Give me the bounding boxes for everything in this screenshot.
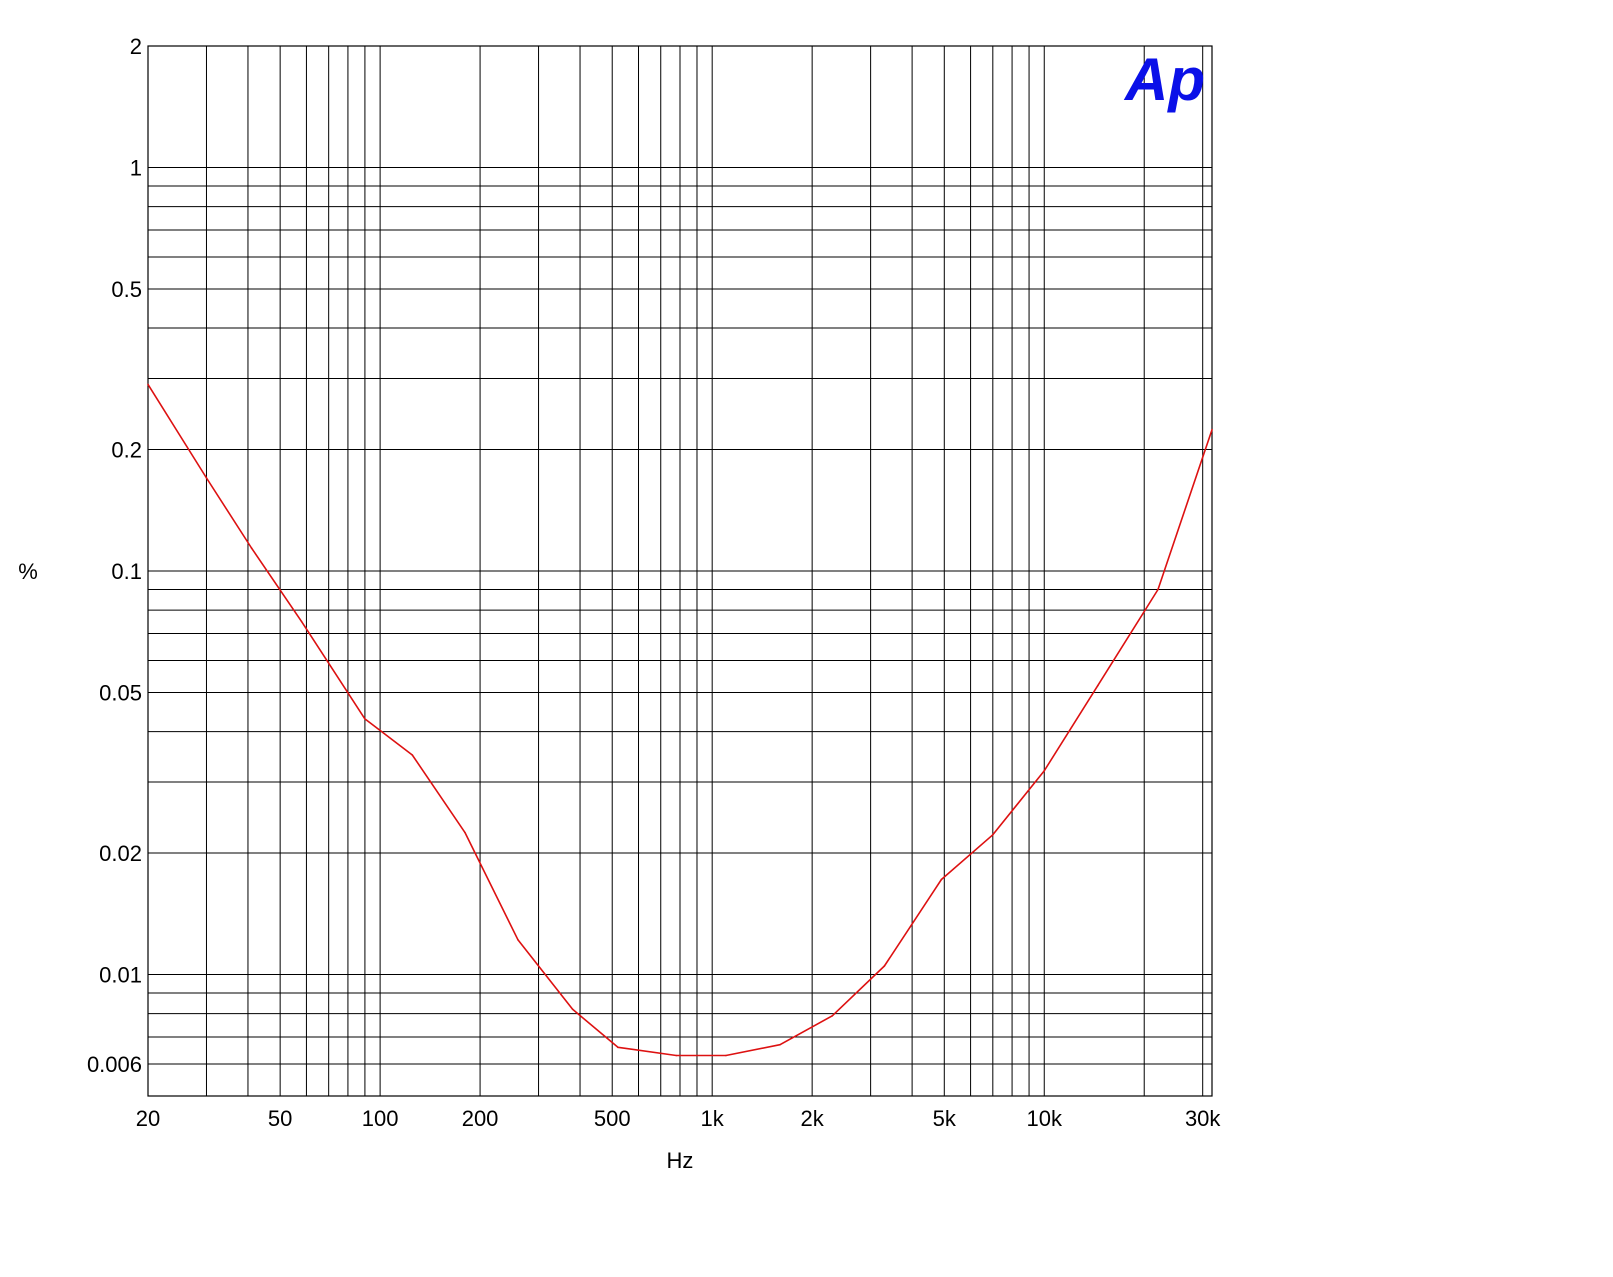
data-point [1157, 588, 1159, 591]
y-tick-label: 0.02 [99, 841, 142, 866]
data-point [940, 878, 943, 881]
y-gridlines [148, 45, 1212, 1065]
y-tick-label: 0.2 [111, 438, 142, 463]
data-point [617, 1046, 619, 1049]
data-point [364, 718, 366, 720]
data-point [205, 477, 208, 479]
x-tick-label: 500 [594, 1106, 631, 1131]
data-point [300, 620, 303, 623]
x-tick-label: 200 [462, 1106, 499, 1131]
data-point [147, 383, 149, 386]
data-point [571, 1008, 574, 1011]
x-tick-label: 30k [1185, 1106, 1221, 1131]
data-point [675, 1054, 678, 1057]
data-point [1043, 769, 1046, 772]
y-tick-label: 0.01 [99, 963, 142, 988]
ap-logo: Ap [1123, 46, 1205, 113]
data-point [464, 831, 466, 834]
data-point [411, 754, 414, 756]
x-tick-label: 1k [701, 1106, 725, 1131]
data-point [779, 1043, 781, 1046]
data-point [1211, 428, 1213, 431]
data-point [883, 965, 886, 967]
x-tick-label: 10k [1027, 1106, 1063, 1131]
y-tick-label: 1 [130, 155, 142, 180]
data-point [250, 547, 253, 549]
data-point [725, 1054, 727, 1057]
y-tick-label: 0.05 [99, 680, 142, 705]
data-point [517, 938, 519, 941]
y-tick-label: 0.5 [111, 277, 142, 302]
data-point [1097, 684, 1099, 687]
y-tick-label: 0.1 [111, 559, 142, 584]
plot-frame [147, 45, 1213, 1097]
x-tick-label: 20 [136, 1106, 160, 1131]
data-point [831, 1015, 834, 1017]
y-tick-label: 0.006 [87, 1052, 142, 1077]
x-tick-label: 50 [268, 1106, 292, 1131]
y-tick-label: 2 [130, 34, 142, 59]
x-tick-labels: 20 50 100 200 500 1k 2k 5k 10k 30k [136, 1106, 1222, 1131]
series-layer [147, 383, 1213, 1057]
x-tick-label: 2k [801, 1106, 825, 1131]
x-axis-title: Hz [667, 1148, 694, 1173]
x-tick-label: 100 [362, 1106, 399, 1131]
y-tick-labels: 2 1 0.5 0.2 0.1 0.05 0.02 0.01 0.006 [87, 34, 142, 1077]
y-axis-title: % [18, 559, 38, 584]
x-tick-label: 5k [933, 1106, 957, 1131]
data-point [992, 833, 994, 836]
